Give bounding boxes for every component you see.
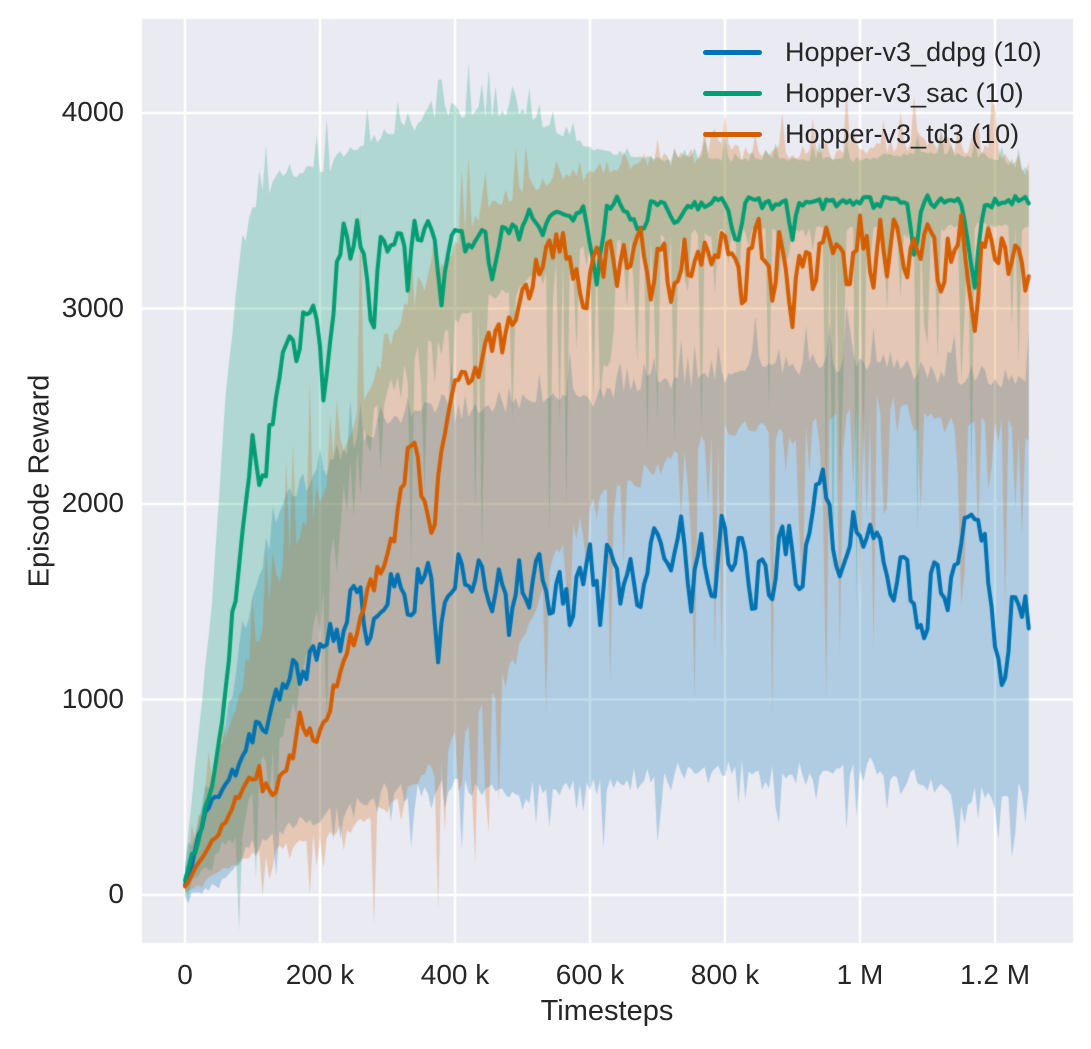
legend-line-swatch <box>703 91 762 96</box>
y-tick-label: 0 <box>108 878 124 909</box>
legend: Hopper-v3_ddpg (10) Hopper-v3_sac (10) Hop… <box>703 32 1042 155</box>
y-tick-label: 2000 <box>61 487 124 518</box>
legend-row: Hopper-v3_td3 (10) <box>703 114 1042 155</box>
y-tick-label: 3000 <box>61 291 124 323</box>
legend-line-swatch <box>703 132 762 137</box>
x-tick-label: 800 k <box>690 959 760 990</box>
y-tick-label: 1000 <box>61 682 124 714</box>
x-tick-label: 0 <box>177 959 193 990</box>
x-tick-label: 200 k <box>285 959 355 990</box>
legend-label: Hopper-v3_ddpg (10) <box>785 37 1042 67</box>
legend-label: Hopper-v3_td3 (10) <box>785 119 1020 149</box>
x-tick-label: 1.2 M <box>959 959 1031 990</box>
y-tick-label: 4000 <box>61 96 124 127</box>
x-tick-label: 400 k <box>420 959 490 990</box>
legend-row: Hopper-v3_ddpg (10) <box>703 32 1042 73</box>
x-tick-label: 1 M <box>836 959 884 990</box>
y-axis-label: Episode Reward <box>23 374 56 588</box>
legend-row: Hopper-v3_sac (10) <box>703 73 1042 114</box>
x-tick-label: 600 k <box>555 959 625 990</box>
legend-label: Hopper-v3_sac (10) <box>785 78 1024 108</box>
legend-line-swatch <box>703 50 762 55</box>
x-axis-label: Timesteps <box>540 995 674 1027</box>
